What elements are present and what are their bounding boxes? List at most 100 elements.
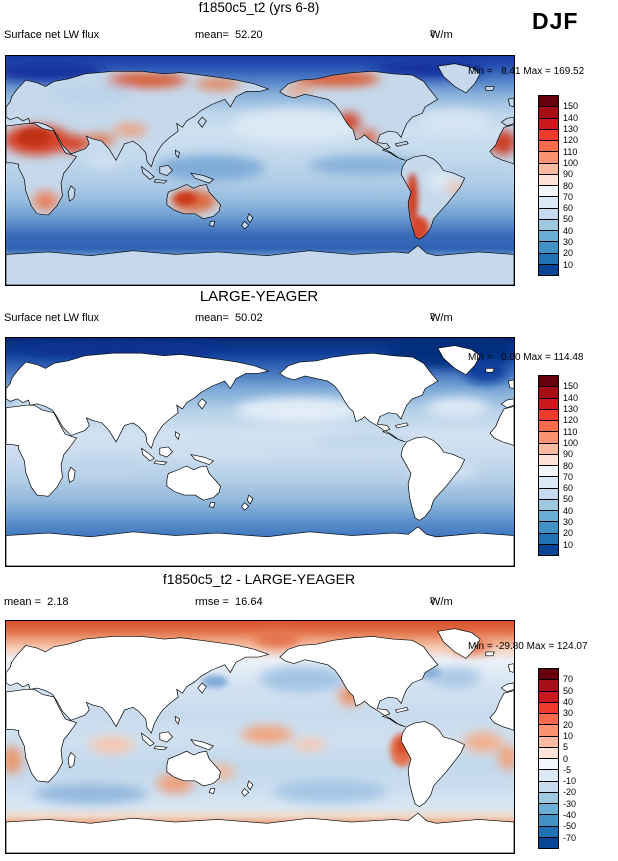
colorbar-tick-label: 150	[563, 381, 579, 392]
colorbar-tick-label: 130	[563, 123, 579, 134]
colorbar-tick-label: 40	[563, 696, 574, 707]
colorbar-cell	[539, 792, 558, 804]
colorbar-tick-label: 50	[563, 685, 574, 696]
colorbar-cell	[539, 736, 558, 748]
colorbar-cell	[539, 443, 558, 455]
colorbar-cell	[539, 815, 558, 827]
colorbar-tick-label: 0	[563, 753, 569, 764]
colorbar-tick-label: 10	[563, 730, 574, 741]
colorbar-cell	[539, 253, 558, 265]
colorbar-tick-label: 100	[563, 157, 579, 168]
colorbar-cell	[539, 231, 558, 243]
colorbar-cell	[539, 533, 558, 545]
map-obs-svg	[6, 338, 514, 566]
colorbar-tick-label: -10	[563, 776, 577, 787]
colorbar-cell	[539, 702, 558, 714]
colorbar-tick-label: 120	[563, 415, 579, 426]
colorbar-tick-label: 70	[563, 191, 574, 202]
mean-stat: mean = 2.18	[4, 596, 69, 608]
units-label: W/m 2	[430, 29, 453, 44]
colorbar-tick-label: 110	[563, 426, 578, 437]
colorbar-cell	[539, 387, 558, 399]
colorbar-tick-label: 20	[563, 528, 574, 539]
colorbar-tick-label: 120	[563, 135, 579, 146]
colorbar-cell	[539, 804, 558, 816]
colorbar-cell	[539, 376, 558, 388]
colorbar-tick-label: 80	[563, 180, 574, 191]
mean-stat: mean= 50.02	[195, 312, 263, 324]
colorbar-tick-label: 100	[563, 437, 579, 448]
colorbar-cell	[539, 747, 558, 759]
units-base: W/m	[430, 312, 453, 324]
colorbar-cell	[539, 129, 558, 141]
colorbar-cell	[539, 680, 558, 692]
colorbar-cell	[539, 398, 558, 410]
season-label: DJF	[532, 8, 579, 34]
colorbar-cell	[539, 544, 558, 555]
colorbar-cell	[539, 174, 558, 186]
units-base: W/m	[430, 29, 453, 41]
panel-model: f1850c5_t2 (yrs 6-8) DJF Surface net LW …	[0, 0, 618, 286]
map-model-svg	[6, 56, 514, 285]
colorbar-cell	[539, 219, 558, 231]
units-label: W/m 2	[430, 596, 453, 611]
colorbar-bar	[538, 95, 559, 276]
variable-label: Surface net LW flux	[4, 312, 100, 324]
colorbar-tick-label: 40	[563, 225, 574, 236]
colorbar-cell	[539, 781, 558, 793]
colorbar-tick-label: 110	[563, 146, 578, 157]
colorbar-tick-label: 30	[563, 517, 574, 528]
mean-stat: mean= 52.20	[195, 29, 263, 41]
colorbar-cell	[539, 770, 558, 782]
colorbar-cell	[539, 522, 558, 534]
units-exponent: 2	[430, 312, 435, 321]
colorbar: 150 140 130 120 110 100 90 80 70 60 50 40 30 20 10	[538, 95, 598, 276]
colorbar-tick-label: -5	[563, 764, 572, 775]
colorbar-tick-label: -20	[563, 787, 577, 798]
panel-title: f1850c5_t2 - LARGE-YEAGER	[162, 571, 356, 587]
colorbar-cell	[539, 477, 558, 489]
colorbar-tick-label: 70	[563, 471, 574, 482]
map-model	[5, 55, 515, 286]
colorbar-cell	[539, 714, 558, 726]
colorbar-tick-label: 140	[563, 392, 579, 403]
colorbar-cell	[539, 186, 558, 198]
colorbar-cell	[539, 511, 558, 523]
colorbar-cell	[539, 197, 558, 209]
units-base: W/m	[430, 596, 453, 608]
colorbar-cell	[539, 163, 558, 175]
colorbar-cell	[539, 208, 558, 220]
colorbar-tick-label: 50	[563, 494, 574, 505]
colorbar-cell	[539, 488, 558, 500]
panel-diff: f1850c5_t2 - LARGE-YEAGER mean = 2.18 rm…	[0, 568, 618, 861]
panel-obs: LARGE-YEAGER Surface net LW flux mean= 5…	[0, 285, 618, 568]
colorbar-tick-label: 80	[563, 460, 574, 471]
colorbar-cell	[539, 669, 558, 681]
colorbar-tick-label: 70	[563, 674, 574, 685]
minmax-label: Min = 8.41 Max = 169.52	[468, 66, 585, 77]
map-diff	[5, 620, 515, 854]
colorbar-tick-label: 40	[563, 505, 574, 516]
colorbar-cell	[539, 242, 558, 254]
colorbar-cell	[539, 759, 558, 771]
colorbar-cell	[539, 837, 558, 848]
colorbar-cell	[539, 499, 558, 511]
colorbar-tick-label: 30	[563, 237, 574, 248]
panel-title: LARGE-YEAGER	[199, 288, 319, 305]
variable-label: Surface net LW flux	[4, 29, 100, 41]
colorbar-cell	[539, 118, 558, 130]
colorbar: 150 140 130 120 110 100 90 80 70 60 50 40 30 20 10	[538, 375, 598, 556]
colorbar-cell	[539, 432, 558, 444]
colorbar-bar	[538, 375, 559, 556]
colorbar-tick-label: 60	[563, 483, 574, 494]
minmax-label: Min = 0.00 Max = 114.48	[468, 352, 584, 363]
colorbar-cell	[539, 107, 558, 119]
colorbar-cell	[539, 409, 558, 421]
colorbar-cell	[539, 152, 558, 164]
colorbar-cell	[539, 264, 558, 275]
colorbar-cell	[539, 725, 558, 737]
colorbar-cell	[539, 826, 558, 838]
colorbar-tick-label: -30	[563, 798, 577, 809]
colorbar-cell	[539, 691, 558, 703]
